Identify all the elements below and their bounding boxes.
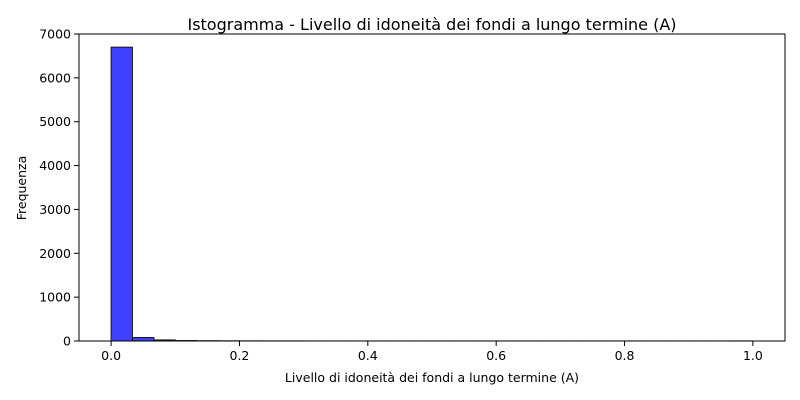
y-tick-label: 0 [63, 334, 71, 349]
histogram-bar [110, 46, 133, 342]
x-axis-label: Livello di idoneità dei fondi a lungo te… [285, 370, 579, 385]
x-tick-label: 0.2 [230, 348, 250, 363]
y-tick-label: 6000 [39, 70, 71, 85]
y-tick-label: 5000 [39, 114, 71, 129]
y-tick-label: 1000 [39, 290, 71, 305]
y-tick-label: 4000 [39, 158, 71, 173]
y-tick-label: 7000 [39, 27, 71, 42]
x-axis: 0.0 0.2 0.4 0.6 0.8 1.0 [101, 341, 763, 363]
x-tick-label: 0.4 [358, 348, 378, 363]
y-axis-label: Frequenza [14, 156, 29, 221]
chart-title: Istogramma - Livello di idoneità dei fon… [187, 15, 676, 34]
y-axis: 0 1000 2000 3000 4000 5000 6000 7000 [39, 27, 79, 349]
plot-frame [78, 33, 786, 342]
histogram-bars [110, 46, 754, 342]
y-tick-label: 2000 [39, 246, 71, 261]
x-tick-label: 0.0 [101, 348, 121, 363]
x-tick-label: 1.0 [743, 348, 763, 363]
y-tick-label: 3000 [39, 202, 71, 217]
x-tick-label: 0.6 [486, 348, 506, 363]
histogram-bar [131, 336, 155, 342]
x-tick-label: 0.8 [615, 348, 635, 363]
